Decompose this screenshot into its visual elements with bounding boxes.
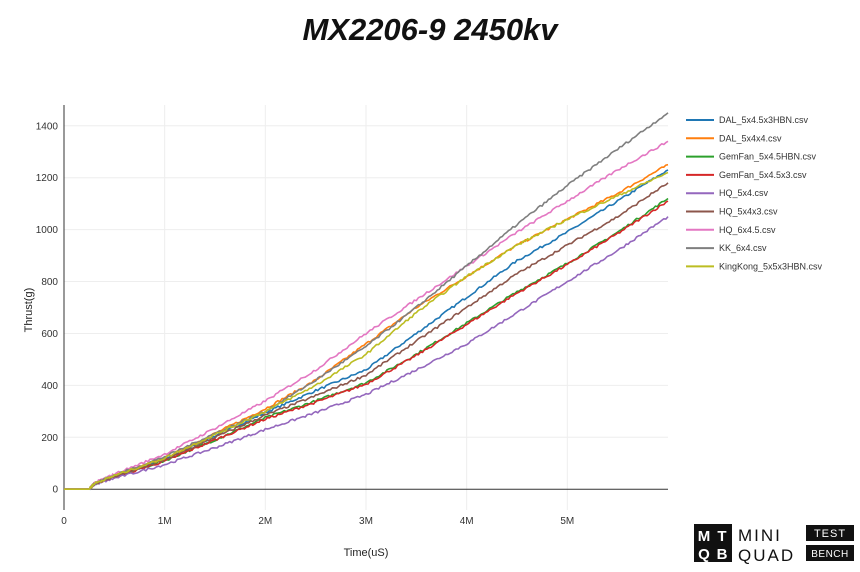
legend-item[interactable]: DAL_5x4x4.csv — [686, 133, 782, 143]
logo-mark-box — [694, 524, 732, 562]
legend-label: HQ_5x4.csv — [719, 188, 769, 198]
x-tick-label: 4M — [460, 516, 474, 527]
legend-item[interactable]: GemFan_5x4.5x3.csv — [686, 170, 807, 180]
legend-label: GemFan_5x4.5HBN.csv — [719, 152, 817, 162]
legend-label: DAL_5x4x4.csv — [719, 133, 782, 143]
series-lines — [64, 112, 669, 491]
axes — [63, 105, 668, 510]
x-tick-label: 0 — [61, 516, 67, 527]
logo-mark-letter: T — [717, 528, 726, 545]
legend-item[interactable]: DAL_5x4.5x3HBN.csv — [686, 115, 809, 125]
x-axis-label: Time(uS) — [344, 547, 389, 559]
chart-title: MX2206-9 2450kv — [302, 12, 558, 47]
series-line-8 — [64, 112, 669, 490]
grid-lines — [64, 105, 668, 510]
y-tick-label: 1000 — [36, 225, 59, 236]
legend-label: GemFan_5x4.5x3.csv — [719, 170, 807, 180]
logo-word-quad: QUAD — [738, 546, 795, 564]
x-tick-label: 2M — [258, 516, 272, 527]
legend-label: KK_6x4.csv — [719, 243, 767, 253]
logo-word-mini: MINI — [738, 526, 782, 545]
legend-label: HQ_6x4.5.csv — [719, 225, 776, 235]
logo-word-bench: BENCH — [811, 549, 849, 560]
y-tick-label: 1200 — [36, 173, 59, 184]
legend-item[interactable]: GemFan_5x4.5HBN.csv — [686, 152, 817, 162]
series-line-9 — [64, 171, 669, 490]
logo-box-test — [806, 525, 854, 541]
legend-label: HQ_5x4x3.csv — [719, 207, 778, 217]
legend-label: KingKong_5x5x3HBN.csv — [719, 261, 823, 271]
logo-word-test: TEST — [814, 528, 846, 540]
legend-item[interactable]: HQ_6x4.5.csv — [686, 225, 776, 235]
x-tick-label: 3M — [359, 516, 373, 527]
y-tick-label: 600 — [41, 329, 58, 340]
logo-box-bench — [806, 545, 854, 561]
y-tick-label: 400 — [41, 381, 58, 392]
legend-item[interactable]: HQ_5x4x3.csv — [686, 207, 778, 217]
y-tick-label: 1400 — [36, 121, 59, 132]
legend[interactable]: DAL_5x4.5x3HBN.csv DAL_5x4x4.csv GemFan_5x… — [686, 115, 823, 271]
logo-mark-letter: B — [717, 546, 728, 563]
logo-mark-letter: M — [698, 528, 711, 545]
legend-item[interactable]: KK_6x4.csv — [686, 243, 767, 253]
legend-label: DAL_5x4.5x3HBN.csv — [719, 115, 809, 125]
y-tick-label: 800 — [41, 277, 58, 288]
minquadtestbench-logo: M T Q B MINI QUAD TEST BENCH — [694, 524, 854, 564]
x-tick-label: 1M — [158, 516, 172, 527]
logo-mark-letter: Q — [698, 546, 710, 563]
y-tick-label: 0 — [52, 485, 58, 496]
legend-item[interactable]: HQ_5x4.csv — [686, 188, 769, 198]
legend-item[interactable]: KingKong_5x5x3HBN.csv — [686, 261, 823, 271]
y-tick-label: 200 — [41, 433, 58, 444]
tick-labels: 0 200 400 600 800 1000 1200 1400 0 1M 2M 3M 4M 5M — [36, 121, 575, 527]
x-tick-label: 5M — [560, 516, 574, 527]
y-axis-label: Thrust(g) — [23, 288, 35, 333]
